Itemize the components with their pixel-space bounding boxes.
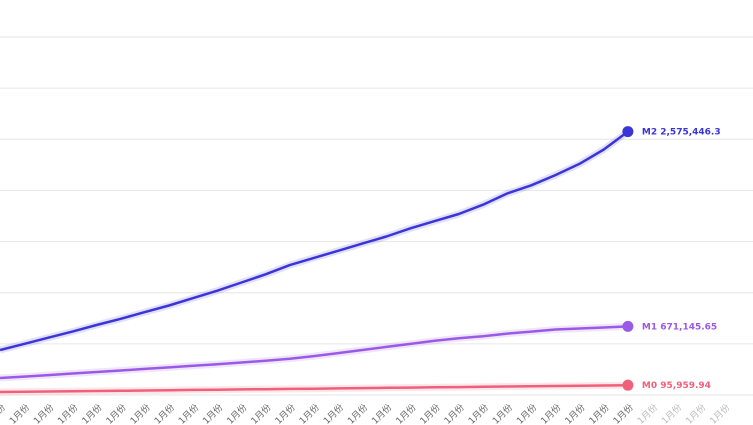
- series-line: [0, 383, 628, 394]
- x-tick-label: 1月份: [490, 401, 515, 425]
- series-name: M1: [642, 322, 657, 332]
- x-tick-label: 1月份: [369, 401, 394, 425]
- x-tick-label: 1月份: [176, 401, 201, 425]
- x-tick-label: 1月份: [200, 401, 225, 425]
- x-tick-label: 1月份: [224, 401, 249, 425]
- end-point: [622, 379, 634, 391]
- x-tick-label: 1月份: [586, 401, 611, 425]
- x-tick-label: 1月份: [659, 401, 684, 425]
- x-tick-label: 1月份: [321, 401, 346, 425]
- x-tick-label: 1月份: [611, 401, 636, 425]
- x-tick-label: 1月份: [55, 401, 80, 425]
- x-tick-label: 1月份: [297, 401, 322, 425]
- x-tick-label: 1月份: [393, 401, 418, 425]
- series-line: [0, 325, 628, 380]
- x-tick-label: 1月份: [31, 401, 56, 425]
- x-tick-label: 1月份: [538, 401, 563, 425]
- x-tick-label: 1月份: [152, 401, 177, 425]
- x-tick-label: 1月份: [441, 401, 466, 425]
- value-label: 2,575,446.3: [660, 127, 720, 137]
- x-tick-label: 1月份: [79, 401, 104, 425]
- x-tick-label: 1月份: [128, 401, 153, 425]
- series-name: M2: [642, 127, 657, 137]
- x-tick-label: 1月份: [272, 401, 297, 425]
- end-label: M1 671,145.65: [642, 322, 717, 332]
- line-glow: [0, 128, 630, 354]
- x-tick-label: 1月份: [0, 401, 8, 425]
- x-tick-label: 1月份: [707, 401, 732, 425]
- x-tick-label: 1月份: [248, 401, 273, 425]
- value-label: 95,959.94: [660, 381, 711, 391]
- x-tick-label: 1月份: [562, 401, 587, 425]
- end-label: M0 95,959.94: [642, 381, 711, 391]
- end-point: [622, 126, 634, 138]
- x-tick-label: 1月份: [514, 401, 539, 425]
- x-tick-label: 1月份: [635, 401, 660, 425]
- x-tick-label: 1月份: [345, 401, 370, 425]
- x-tick-label: 1月份: [466, 401, 491, 425]
- end-label: M2 2,575,446.3: [642, 127, 721, 137]
- x-tick-label: 1月份: [7, 401, 32, 425]
- series-name: M0: [642, 381, 657, 391]
- x-tick-label: 1月份: [103, 401, 128, 425]
- value-label: 671,145.65: [660, 322, 717, 332]
- end-point: [622, 320, 634, 332]
- x-tick-label: 1月份: [417, 401, 442, 425]
- series-line: [0, 130, 629, 352]
- line-glow: [0, 322, 629, 382]
- x-tick-label: 1月份: [683, 401, 708, 425]
